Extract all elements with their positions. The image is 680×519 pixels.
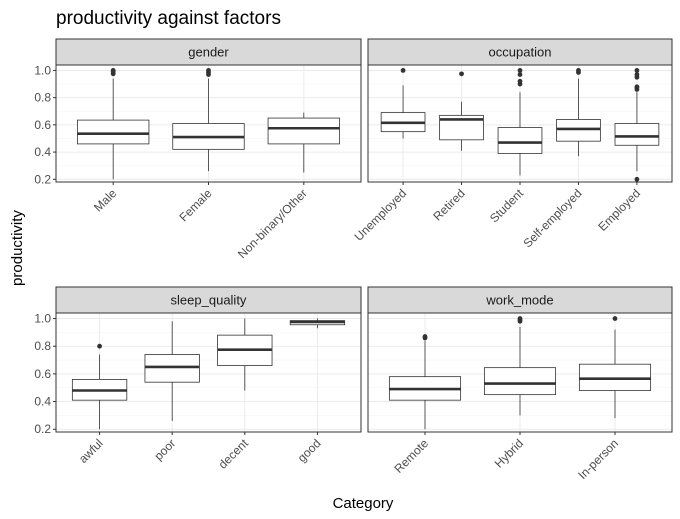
- x-tick-label: Student: [487, 186, 527, 226]
- outlier-point: [576, 68, 581, 73]
- facet-strip-label: work_mode: [485, 293, 553, 308]
- y-tick-label: 0.6: [34, 367, 51, 381]
- x-tick-label: Non-binary/Other: [235, 186, 310, 261]
- boxplot-Retired: [439, 71, 484, 151]
- outlier-point: [612, 316, 618, 321]
- boxplot-Male: [77, 68, 150, 180]
- y-tick-label: 0.6: [34, 118, 51, 132]
- boxplot-Employed: [614, 68, 660, 182]
- outlier-point: [97, 343, 102, 349]
- facet-sleep_quality: sleep_quality 0.2 0.4 0.6 0.8 1.0 awful poor dec…: [34, 286, 362, 472]
- facet-panels: gender 0.2 0.4 0.6 0.8 1.0 Male Female Non-binar…: [34, 38, 673, 482]
- y-tick-label: 1.0: [34, 63, 51, 77]
- boxplot-In-person: [578, 316, 652, 419]
- facet-strip-occupation: [367, 38, 673, 66]
- boxplot-Unemployed: [380, 68, 426, 139]
- outlier-point: [634, 84, 640, 90]
- y-tick-label: 0.8: [34, 91, 51, 105]
- x-tick-label: Remote: [392, 436, 432, 476]
- x-tick-label: Retired: [430, 186, 467, 223]
- facet-occupation: occupation Unemployed Retired StudentSelf-e…: [352, 38, 673, 250]
- y-tick-label: 0.8: [34, 339, 51, 353]
- x-tick-label: Employed: [595, 186, 643, 234]
- box-iqr: [556, 119, 601, 142]
- facet-strip-work_mode: [367, 286, 673, 314]
- facet-gender: gender 0.2 0.4 0.6 0.8 1.0 Male Female Non-binar…: [34, 38, 362, 261]
- boxplot-Self-employed: [556, 68, 601, 157]
- boxplot-Female: [172, 68, 245, 172]
- facet-strip-gender: [55, 38, 362, 66]
- panel-background: [56, 313, 361, 432]
- facet-strip-sleep_quality: [55, 286, 362, 314]
- y-tick-label: 0.4: [34, 145, 51, 159]
- y-tick-label: 0.4: [34, 395, 51, 409]
- outlier-point: [517, 68, 523, 73]
- boxplot-poor: [144, 321, 200, 421]
- facet-work_mode: work_mode Remote Hybrid In-person: [367, 286, 673, 482]
- box-iqr: [614, 123, 660, 146]
- x-tick-label: In-person: [575, 436, 621, 482]
- boxplot-Non-binary/Other: [267, 112, 340, 173]
- y-tick-label: 1.0: [34, 312, 51, 326]
- box-iqr: [144, 354, 200, 383]
- x-tick-label: Hybrid: [492, 436, 526, 470]
- facet-strip-label: sleep_quality: [171, 293, 247, 308]
- x-tick-label: good: [295, 436, 324, 465]
- box-iqr: [77, 119, 150, 145]
- panel-border: [55, 312, 362, 433]
- box-iqr: [578, 363, 652, 391]
- outlier-point: [422, 334, 428, 339]
- outlier-point: [517, 316, 523, 321]
- x-tick-label: Unemployed: [352, 186, 410, 244]
- outlier-point: [634, 176, 640, 182]
- outlier-point: [517, 78, 523, 84]
- boxplot-Student: [497, 68, 543, 176]
- outlier-point: [110, 68, 116, 73]
- outlier-point: [517, 72, 523, 77]
- facet-strip-label: gender: [188, 45, 229, 60]
- outlier-point: [400, 68, 406, 73]
- boxplot-awful: [71, 343, 128, 430]
- outlier-point: [459, 71, 464, 77]
- y-axis-title: productivity: [9, 210, 26, 286]
- x-tick-label: poor: [151, 436, 178, 463]
- y-tick-label: 0.2: [34, 172, 51, 186]
- outlier-point: [634, 72, 640, 77]
- boxplot-decent: [217, 318, 273, 391]
- boxplot-Remote: [388, 334, 462, 430]
- chart-title: productivity against factors: [56, 8, 281, 29]
- boxplot-Hybrid: [483, 316, 557, 416]
- facet-strip-label: occupation: [489, 45, 552, 60]
- outlier-point: [206, 68, 211, 73]
- x-tick-label: Female: [176, 186, 214, 224]
- y-tick-label: 0.2: [34, 422, 51, 436]
- box-iqr: [497, 127, 543, 154]
- x-tick-label: awful: [76, 436, 106, 466]
- x-tick-label: decent: [216, 436, 252, 472]
- box-iqr: [483, 367, 557, 396]
- x-tick-label: Self-employed: [520, 186, 584, 250]
- box-iqr: [267, 117, 340, 145]
- x-axis-title: Category: [333, 495, 394, 512]
- boxplot-good: [289, 318, 346, 329]
- outlier-point: [634, 68, 640, 73]
- x-tick-label: Male: [91, 186, 120, 215]
